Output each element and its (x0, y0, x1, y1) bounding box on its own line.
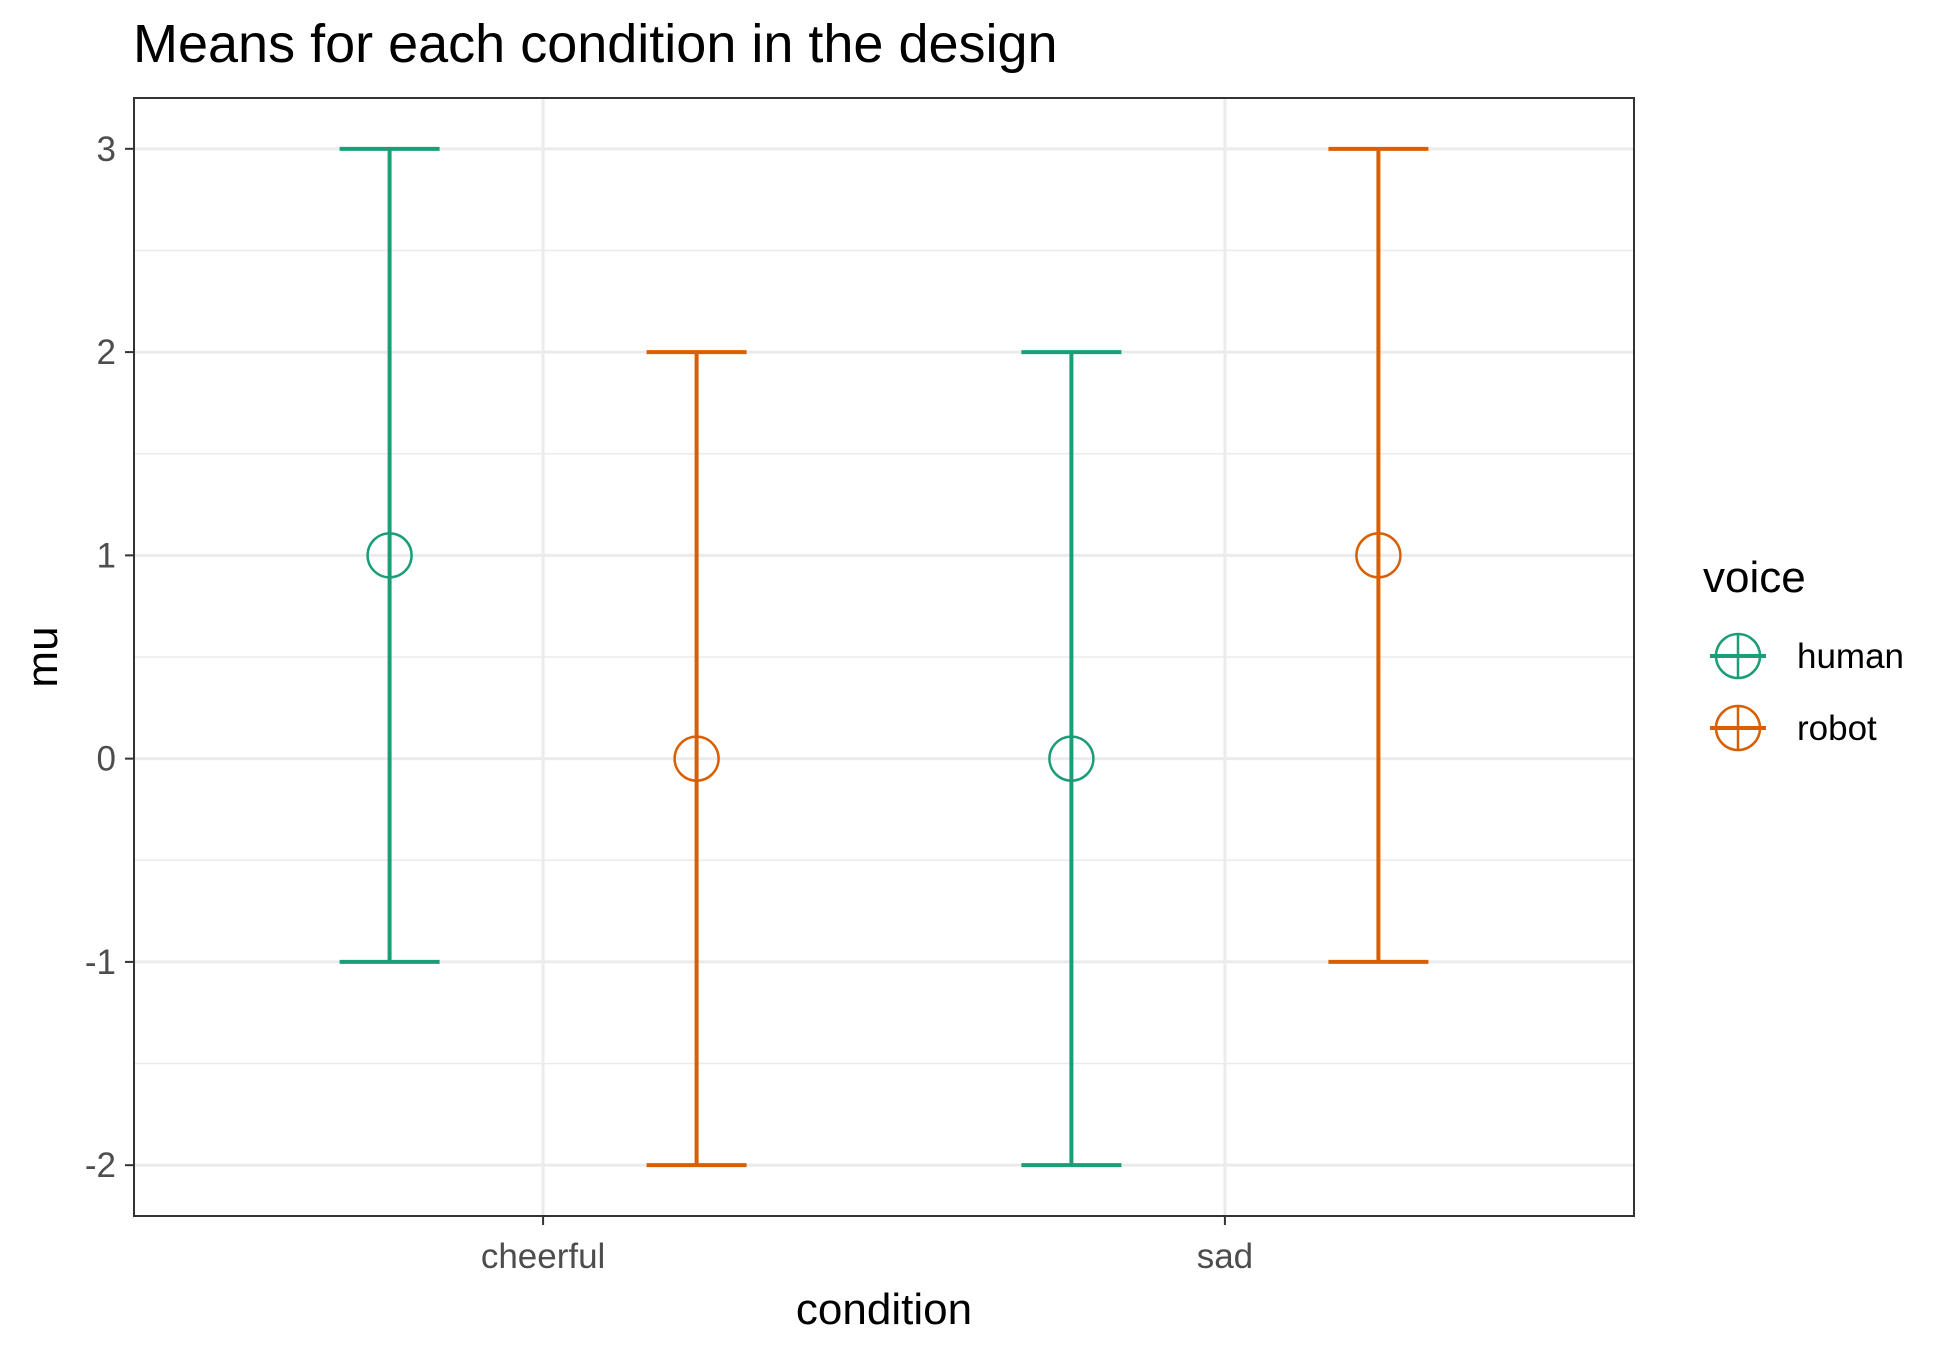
y-tick-label: 2 (97, 333, 116, 372)
x-tick-label: cheerful (481, 1237, 606, 1276)
y-tick-label: 1 (97, 536, 116, 575)
mean-point-marker (1355, 532, 1402, 579)
mean-point-marker (1048, 735, 1095, 782)
mean-point-marker (366, 532, 413, 579)
y-tick-label: 0 (97, 740, 116, 779)
errorbar-human-cheerful (339, 146, 440, 964)
legend-item-robot: robot (1710, 704, 1877, 752)
errorbar-human-sad (1021, 350, 1122, 1168)
legend-item-human: human (1710, 632, 1904, 680)
errorbar-robot-cheerful (646, 350, 747, 1168)
y-axis-title: mu (18, 626, 67, 687)
legend-key-marker (1714, 704, 1762, 752)
errorbar-robot-sad (1328, 146, 1429, 964)
y-axis: -2 -1 0 1 2 3 (85, 130, 134, 1185)
mean-point-marker (673, 735, 720, 782)
x-axis-title: condition (796, 1285, 972, 1334)
y-tick-label: 3 (97, 130, 116, 169)
legend-key-marker (1714, 632, 1762, 680)
y-tick-label: -1 (85, 943, 116, 982)
chart-title: Means for each condition in the design (133, 14, 1058, 74)
legend-title: voice (1703, 553, 1806, 602)
legend-label: robot (1797, 709, 1877, 748)
error-bars-layer (339, 146, 1429, 1168)
legend-label: human (1797, 637, 1904, 676)
y-tick-label: -2 (85, 1146, 116, 1185)
plot-panel-border (133, 97, 1635, 1217)
legend: human robot (1710, 632, 1904, 752)
x-tick-label: sad (1197, 1237, 1253, 1276)
x-axis: cheerful sad (481, 1216, 1253, 1276)
